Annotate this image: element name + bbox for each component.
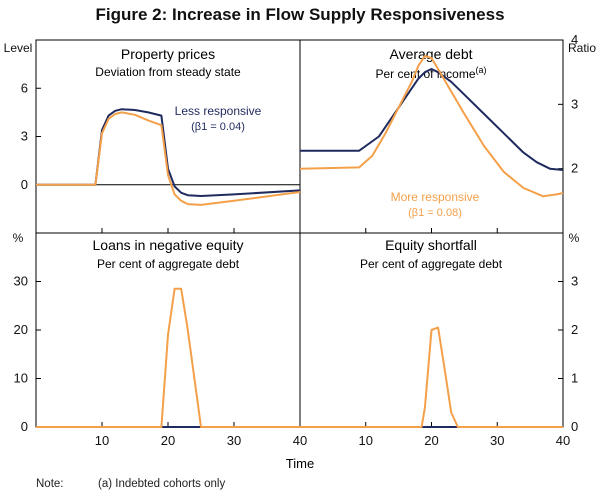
- y-tick-label: 30: [14, 274, 28, 289]
- x-tick-label: 40: [556, 433, 570, 448]
- figure-title: Figure 2: Increase in Flow Supply Respon…: [95, 5, 504, 24]
- panel-subtitle-negative-equity: Per cent of aggregate debt: [97, 257, 240, 271]
- footnote: Note: (a) Indebted cohorts only: [36, 478, 225, 490]
- note-text: (a) Indebted cohorts only: [98, 478, 226, 490]
- y-tick-label: 6: [21, 80, 28, 95]
- x-tick-label: 30: [490, 433, 504, 448]
- y-tick-label: 4: [571, 32, 578, 47]
- panel-title-average-debt: Average debt: [389, 46, 472, 62]
- x-tick-label: 20: [424, 433, 438, 448]
- series-line-more-responsive: [299, 55, 564, 198]
- left-unit-bottom: %: [13, 231, 24, 245]
- x-tick-label: 20: [161, 433, 175, 448]
- y-tick-label: 0: [21, 419, 28, 434]
- x-tick-label: 10: [359, 433, 373, 448]
- panel-title-negative-equity: Loans in negative equity: [93, 237, 244, 253]
- panel-subtitle-equity-shortfall: Per cent of aggregate debt: [360, 257, 503, 271]
- annotation-less-responsive-beta: (β1 = 0.04): [191, 121, 245, 133]
- left-unit-top: Level: [4, 41, 33, 55]
- series-line-more-responsive: [36, 111, 301, 206]
- panel-subtitle-property-prices: Deviation from steady state: [95, 65, 241, 79]
- y-tick-label: 0: [21, 177, 28, 192]
- note-label: Note:: [36, 478, 64, 490]
- y-tick-label: 1: [571, 371, 578, 386]
- panel-title-equity-shortfall: Equity shortfall: [385, 237, 477, 253]
- annotation-more-responsive: More responsive: [391, 190, 480, 204]
- annotation-less-responsive: Less responsive: [175, 104, 262, 118]
- series-line-less-responsive: [36, 108, 301, 197]
- panel-subtitle-average-debt: Per cent of income(a): [375, 65, 486, 81]
- annotation-more-responsive-beta: (β1 = 0.08): [408, 207, 462, 219]
- series-line-more-responsive: [300, 326, 563, 428]
- right-unit-bottom: %: [569, 231, 580, 245]
- x-axis-label: Time: [286, 456, 314, 471]
- average-debt-note-marker: (a): [476, 65, 487, 75]
- x-tick-label: 10: [95, 433, 109, 448]
- right-unit-top: Ratio: [568, 41, 596, 55]
- y-tick-label: 2: [571, 322, 578, 337]
- series-line-less-responsive: [300, 68, 564, 171]
- y-tick-label: 3: [21, 129, 28, 144]
- average-debt-subtitle-text: Per cent of income: [375, 67, 475, 81]
- y-tick-label: 20: [14, 322, 28, 337]
- y-tick-label: 0: [571, 419, 578, 434]
- y-tick-label: 3: [571, 274, 578, 289]
- y-tick-label: 2: [571, 161, 578, 176]
- x-tick-label: 40: [293, 433, 307, 448]
- y-tick-label: 3: [571, 96, 578, 111]
- y-tick-label: 10: [14, 371, 28, 386]
- x-tick-label: 30: [227, 433, 241, 448]
- series-line-more-responsive: [36, 287, 300, 428]
- panel-title-property-prices: Property prices: [121, 46, 215, 62]
